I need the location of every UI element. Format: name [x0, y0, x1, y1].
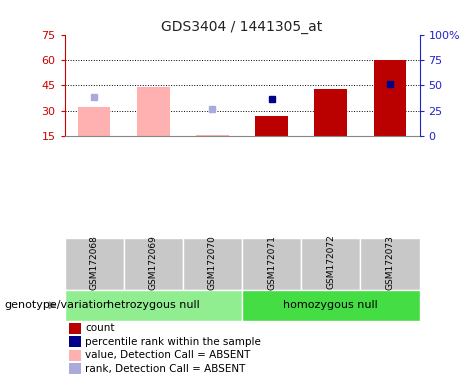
- Text: genotype/variation: genotype/variation: [5, 300, 111, 310]
- Bar: [374, 60, 406, 136]
- Text: hetrozygous null: hetrozygous null: [107, 300, 200, 310]
- Text: GSM172072: GSM172072: [326, 235, 335, 290]
- Text: GSM172071: GSM172071: [267, 235, 276, 290]
- Title: GDS3404 / 1441305_at: GDS3404 / 1441305_at: [161, 20, 323, 33]
- Text: GSM172069: GSM172069: [149, 235, 158, 290]
- Bar: [78, 108, 110, 136]
- Bar: [255, 116, 288, 136]
- Text: GSM172073: GSM172073: [385, 235, 395, 290]
- Text: percentile rank within the sample: percentile rank within the sample: [85, 337, 261, 347]
- Text: rank, Detection Call = ABSENT: rank, Detection Call = ABSENT: [85, 364, 246, 374]
- Bar: [314, 89, 347, 136]
- Text: value, Detection Call = ABSENT: value, Detection Call = ABSENT: [85, 350, 251, 360]
- Bar: [196, 135, 229, 136]
- Bar: [137, 87, 170, 136]
- Text: GSM172070: GSM172070: [208, 235, 217, 290]
- Text: count: count: [85, 323, 115, 333]
- Text: homozygous null: homozygous null: [284, 300, 378, 310]
- Text: GSM172068: GSM172068: [89, 235, 99, 290]
